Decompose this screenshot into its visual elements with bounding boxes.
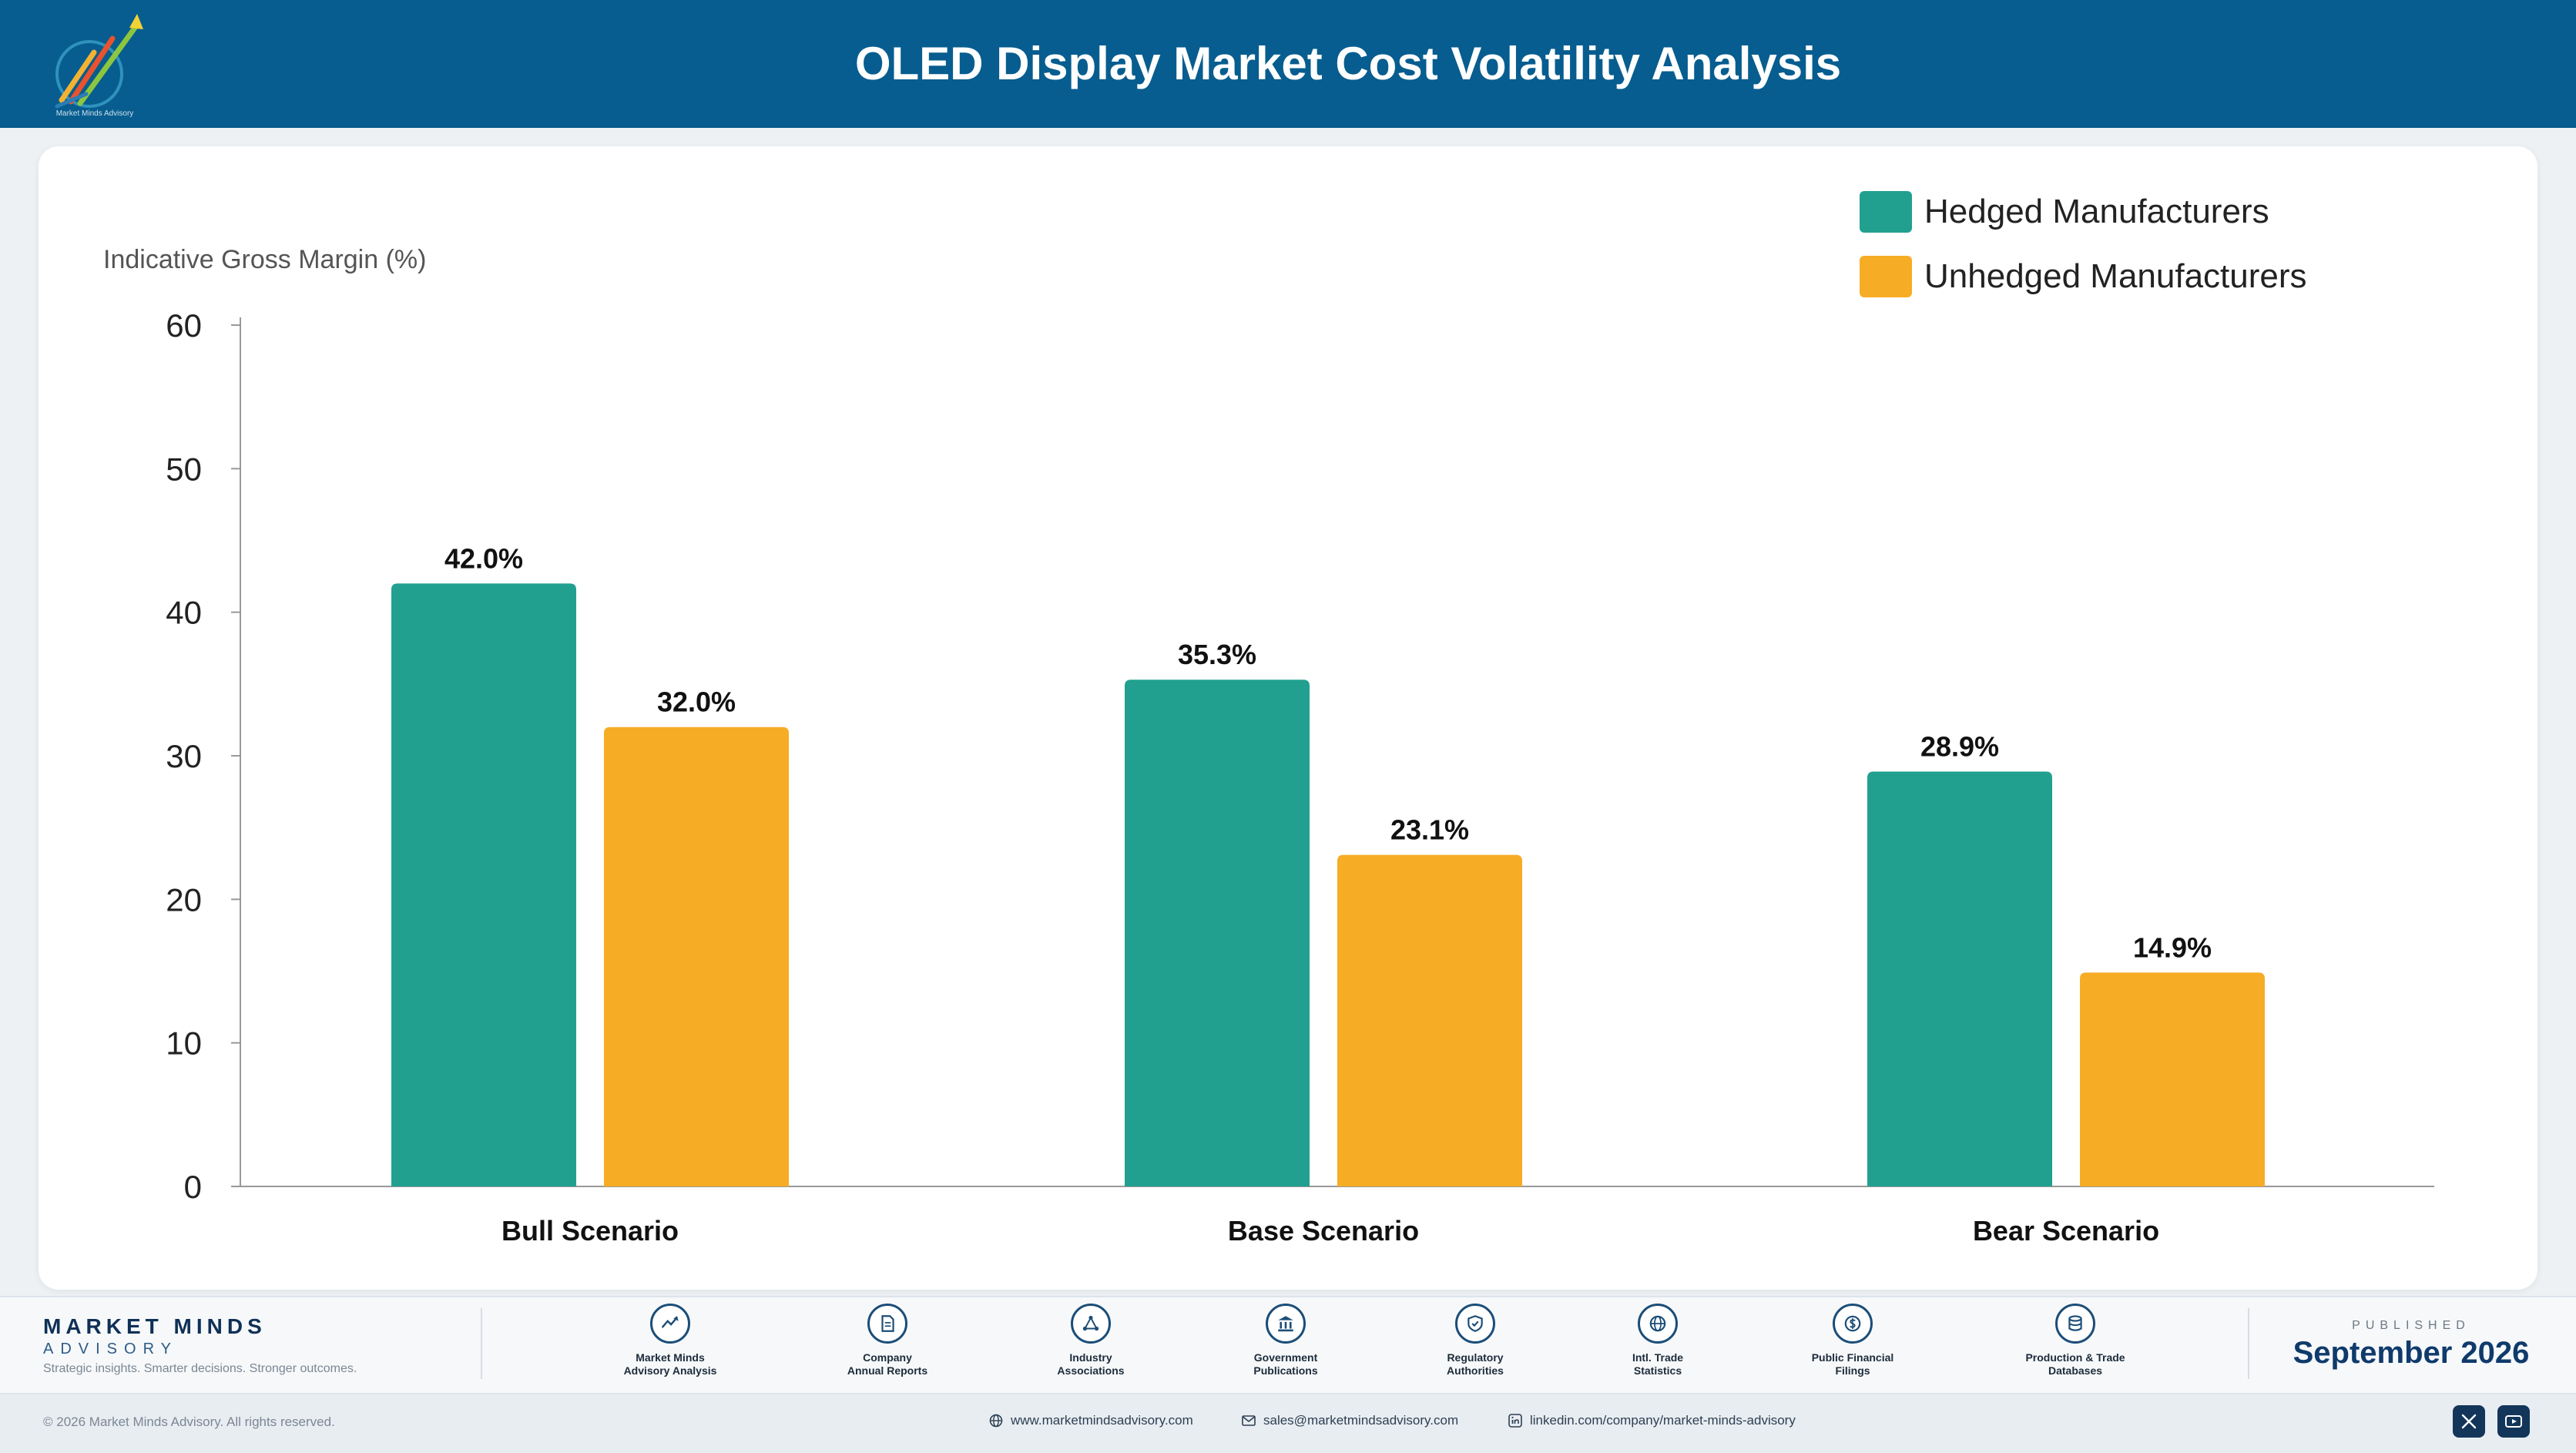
email-text: sales@marketmindsadvisory.com: [1263, 1413, 1459, 1428]
copyright-text: © 2026 Market Minds Advisory. All rights…: [43, 1414, 335, 1429]
x-tick-label: Base Scenario: [1228, 1215, 1419, 1247]
source-item: Market Minds Advisory Analysis: [578, 1304, 763, 1377]
y-axis-title: Indicative Gross Margin (%): [103, 245, 426, 274]
hedged-bar: [391, 583, 576, 1186]
y-tick-label: 40: [166, 595, 202, 631]
linkedin-link[interactable]: linkedin.com/company/market-minds-adviso…: [1508, 1413, 1796, 1428]
legend-swatch: [1860, 191, 1912, 233]
brand-subtitle: ADVISORY: [43, 1341, 178, 1357]
y-tick-label: 20: [166, 881, 202, 918]
footer-divider: [481, 1308, 482, 1379]
source-label: Industry Associations: [1057, 1351, 1125, 1377]
unhedged-bar: [2080, 972, 2265, 1186]
source-item: Government Publications: [1193, 1304, 1378, 1377]
published-label: PUBLISHED: [2352, 1319, 2470, 1332]
page-title: OLED Display Market Cost Volatility Anal…: [854, 38, 1842, 89]
x-logo-icon: [2461, 1414, 2477, 1429]
header-bar: Market Minds Advisory OLED Display Marke…: [0, 0, 2576, 128]
data-label: 42.0%: [444, 542, 523, 574]
published-date: September 2026: [2293, 1336, 2530, 1370]
logo-text: Market Minds Advisory: [55, 109, 134, 118]
government-building-icon: [1266, 1304, 1306, 1344]
source-label: Government Publications: [1253, 1351, 1318, 1377]
y-tick-label: 30: [166, 738, 202, 774]
source-item: Intl. Trade Statistics: [1565, 1304, 1750, 1377]
legend-label: Hedged Manufacturers: [1924, 193, 2269, 230]
data-label: 14.9%: [2133, 931, 2212, 963]
data-label: 35.3%: [1178, 639, 1256, 670]
y-tick-label: 50: [166, 451, 202, 487]
data-label: 23.1%: [1390, 814, 1469, 846]
company-logo: [55, 14, 143, 109]
data-label: 28.9%: [1920, 730, 1999, 762]
data-label: 32.0%: [657, 686, 736, 718]
source-label: Company Annual Reports: [847, 1351, 928, 1377]
y-tick-label: 60: [166, 307, 202, 344]
hedged-bar: [1867, 771, 2052, 1186]
source-label: Market Minds Advisory Analysis: [623, 1351, 717, 1377]
globe-icon: [989, 1414, 1003, 1428]
chart-card: Indicative Gross Margin (%) 0 10 20 30 40 50 60…: [39, 146, 2537, 1290]
source-item: Company Annual Reports: [795, 1304, 980, 1377]
website-link[interactable]: www.marketmindsadvisory.com: [989, 1413, 1193, 1428]
linkedin-text: linkedin.com/company/market-minds-adviso…: [1530, 1413, 1796, 1428]
shield-icon: [1455, 1304, 1495, 1344]
email-link[interactable]: sales@marketmindsadvisory.com: [1242, 1413, 1458, 1428]
trend-chart-icon: [650, 1304, 690, 1344]
y-tick-label: 10: [166, 1025, 202, 1062]
source-item: Industry Associations: [998, 1304, 1183, 1377]
bar-chart: Indicative Gross Margin (%) 0 10 20 30 40 50 60…: [103, 191, 2434, 1247]
source-label: Public Financial Filings: [1811, 1351, 1894, 1377]
linkedin-icon: [1508, 1414, 1522, 1428]
y-tick-label: 0: [184, 1169, 202, 1205]
source-item: Regulatory Authorities: [1383, 1304, 1568, 1377]
document-icon: [867, 1304, 907, 1344]
legend-label: Unhedged Manufacturers: [1924, 257, 2307, 295]
x-social-button[interactable]: [2453, 1405, 2485, 1438]
legend-swatch: [1860, 256, 1912, 297]
footer-divider: [2248, 1308, 2249, 1379]
unhedged-bar: [1337, 854, 1522, 1186]
brand-tagline: Strategic insights. Smarter decisions. S…: [43, 1362, 357, 1375]
footer: MARKET MINDS ADVISORY Strategic insights…: [0, 1296, 2576, 1453]
brand-name: MARKET MINDS: [43, 1314, 267, 1338]
source-label: Intl. Trade Statistics: [1632, 1351, 1684, 1377]
source-item: Public Financial Filings: [1760, 1304, 1945, 1377]
hedged-bar: [1125, 680, 1310, 1186]
source-label: Production & Trade Databases: [2025, 1351, 2125, 1377]
youtube-social-button[interactable]: [2497, 1405, 2530, 1438]
envelope-icon: [1242, 1415, 1256, 1426]
globe-icon: [1638, 1304, 1678, 1344]
dollar-coin-icon: [1833, 1304, 1873, 1344]
youtube-icon: [2505, 1415, 2522, 1428]
network-icon: [1071, 1304, 1111, 1344]
source-item: Production & Trade Databases: [1983, 1304, 2168, 1377]
unhedged-bar: [604, 726, 789, 1186]
x-tick-label: Bear Scenario: [1973, 1215, 2159, 1247]
website-text: www.marketmindsadvisory.com: [1011, 1413, 1193, 1428]
footer-bottom-bar: © 2026 Market Minds Advisory. All rights…: [0, 1393, 2576, 1453]
source-label: Regulatory Authorities: [1447, 1351, 1504, 1377]
database-icon: [2055, 1304, 2095, 1344]
x-tick-label: Bull Scenario: [501, 1215, 679, 1247]
